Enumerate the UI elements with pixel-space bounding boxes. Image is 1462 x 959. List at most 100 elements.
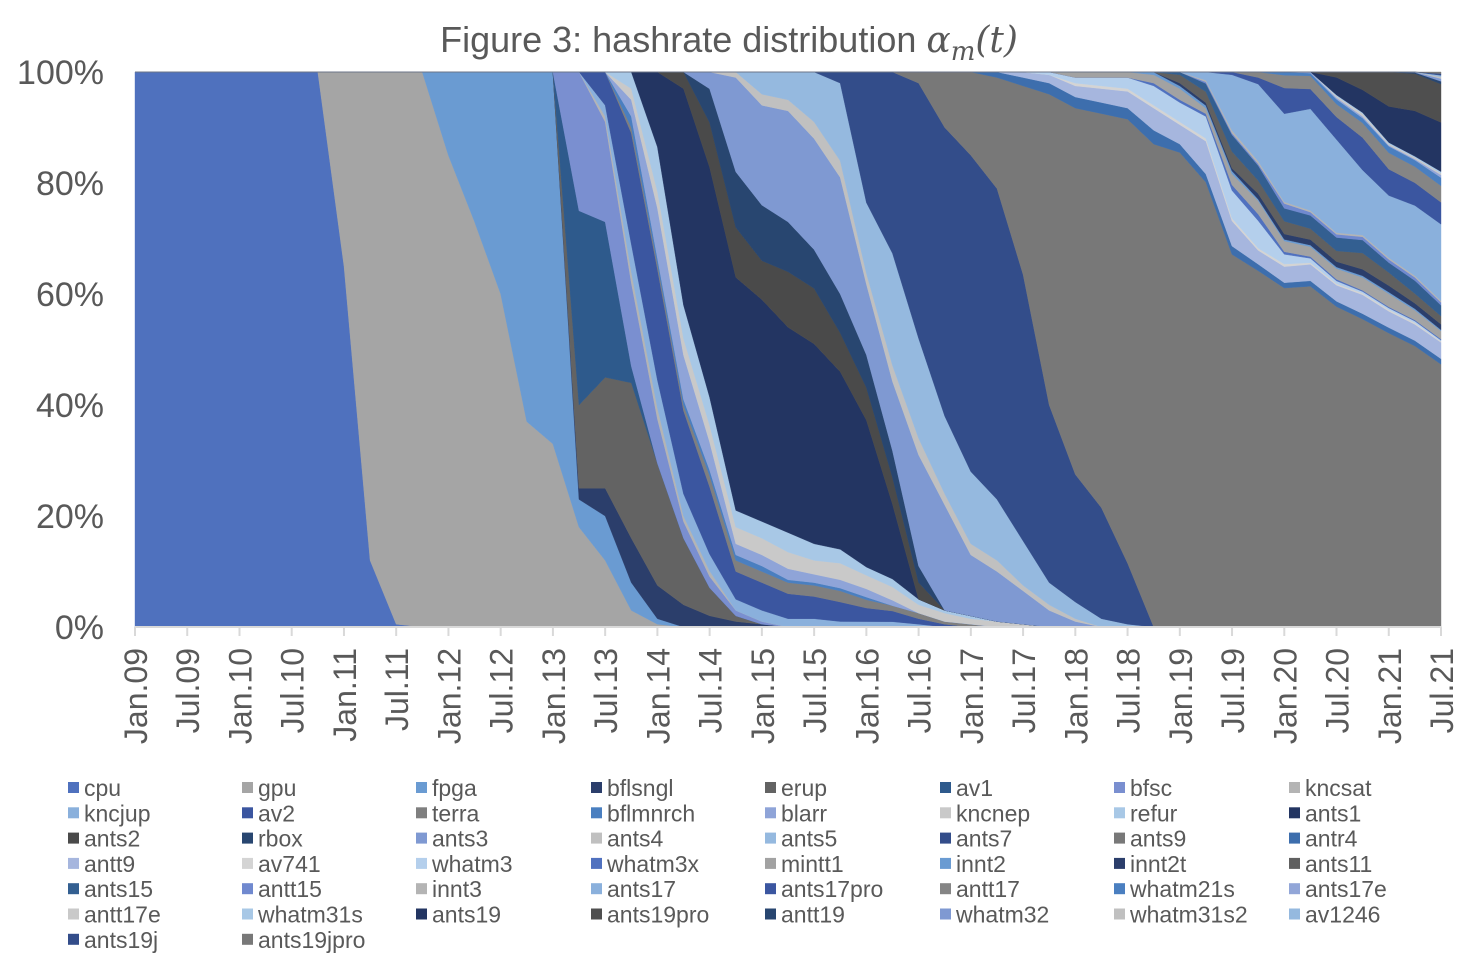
legend-swatch xyxy=(242,908,253,920)
legend-label: antt17 xyxy=(956,876,1020,902)
legend-item-innt3: innt3 xyxy=(416,876,482,902)
x-tick-label: Jul.12 xyxy=(484,648,520,733)
legend-item-bflsngl: bflsngl xyxy=(591,775,673,801)
chart-title-argument: (t) xyxy=(975,20,1018,61)
legend-item-antt17: antt17 xyxy=(940,876,1020,902)
legend-swatch xyxy=(591,782,602,793)
legend-item-antr4: antr4 xyxy=(1289,826,1358,852)
legend-label: kncsat xyxy=(1305,775,1372,801)
x-tick-label: Jan.16 xyxy=(849,648,885,744)
legend-label: ants11 xyxy=(1305,851,1372,877)
legend-item-ants19j: ants19j xyxy=(68,927,158,953)
chart-title-symbol: α xyxy=(926,20,950,61)
legend-label: antr4 xyxy=(1305,826,1358,852)
legend-item-antt15: antt15 xyxy=(242,876,322,902)
legend-swatch xyxy=(591,832,602,844)
legend-item-ants9: ants9 xyxy=(1114,826,1186,852)
x-tick-label: Jul.18 xyxy=(1111,648,1147,733)
legend-swatch xyxy=(68,807,79,819)
legend-label: antt15 xyxy=(258,876,322,902)
x-tick-label: Jul.19 xyxy=(1215,648,1251,733)
y-tick-label: 60% xyxy=(36,276,104,314)
legend-swatch xyxy=(1114,832,1125,844)
legend-label: mintt1 xyxy=(781,851,844,877)
legend-item-bflmnrch: bflmnrch xyxy=(591,800,695,826)
legend-label: antt19 xyxy=(781,902,845,928)
legend-item-whatm21s: whatm21s xyxy=(1114,876,1235,902)
x-tick-label: Jan.19 xyxy=(1163,648,1199,744)
x-tick-label: Jul.17 xyxy=(1006,648,1042,733)
legend-item-innt2t: innt2t xyxy=(1114,851,1187,877)
legend-label: ants5 xyxy=(781,826,837,852)
legend-swatch xyxy=(765,908,776,920)
legend-item-refur: refur xyxy=(1114,800,1178,826)
y-tick-label: 20% xyxy=(36,498,104,536)
x-tick-label: Jan.10 xyxy=(222,648,258,744)
legend-swatch xyxy=(765,883,776,895)
legend-swatch xyxy=(68,832,79,844)
legend-swatch xyxy=(591,857,602,869)
legend-item-ants15: ants15 xyxy=(68,876,153,902)
legend-swatch xyxy=(940,857,951,869)
legend-swatch xyxy=(940,782,951,793)
x-tick-label: Jul.11 xyxy=(379,648,415,731)
legend-item-ants17: ants17 xyxy=(591,876,676,902)
legend-item-ants7: ants7 xyxy=(940,826,1012,852)
legend-label: innt2 xyxy=(956,851,1006,877)
chart-title: Figure 3: hashrate distribution αm(t) xyxy=(440,19,1018,67)
legend-item-erup: erup xyxy=(765,775,827,801)
legend-swatch xyxy=(416,908,427,920)
x-tick-label: Jan.20 xyxy=(1267,648,1303,744)
x-tick-label: Jul.14 xyxy=(693,648,729,733)
legend-swatch xyxy=(765,832,776,844)
x-tick-label: Jan.09 xyxy=(118,648,154,744)
legend-label: bflsngl xyxy=(607,775,673,801)
legend-item-av1246: av1246 xyxy=(1289,902,1380,928)
legend-label: gpu xyxy=(258,775,296,801)
y-axis: 0% 20% 40% 60% 80% 100% xyxy=(17,54,104,647)
x-tick-label: Jan.15 xyxy=(745,648,781,744)
legend-item-whatm3: whatm3 xyxy=(416,851,513,877)
legend-label: kncjup xyxy=(84,800,150,826)
legend-label: whatm3 xyxy=(431,851,513,877)
y-tick-label: 40% xyxy=(36,387,104,425)
legend-label: whatm32 xyxy=(955,902,1049,928)
x-tick-label: Jul.09 xyxy=(170,648,206,733)
legend-swatch xyxy=(1114,857,1125,869)
legend-label: ants3 xyxy=(432,826,488,852)
y-tick-label: 80% xyxy=(36,165,104,203)
legend-label: antt9 xyxy=(84,851,135,877)
legend-label: innt2t xyxy=(1130,851,1187,877)
legend-label: antt17e xyxy=(84,902,161,928)
legend-swatch xyxy=(416,857,427,869)
legend-swatch xyxy=(242,857,253,869)
legend-label: bflmnrch xyxy=(607,800,695,826)
chart-title-text: Figure 3: hashrate distribution xyxy=(440,19,916,60)
x-tick-label: Jul.21 xyxy=(1424,648,1460,733)
legend-swatch xyxy=(68,883,79,895)
x-tick-label: Jan.13 xyxy=(536,648,572,744)
legend-label: ants17pro xyxy=(781,876,883,902)
legend-swatch xyxy=(1289,857,1300,869)
x-tick-label: Jul.10 xyxy=(275,648,311,733)
legend-item-whatm3x: whatm3x xyxy=(591,851,700,877)
legend-label: whatm31s xyxy=(257,902,363,928)
legend-label: blarr xyxy=(781,800,827,826)
legend-label: cpu xyxy=(84,775,121,801)
legend-item-antt19: antt19 xyxy=(765,902,845,928)
legend-item-whatm31s2: whatm31s2 xyxy=(1114,902,1248,928)
legend-item-kncjup: kncjup xyxy=(68,800,150,826)
legend-label: terra xyxy=(432,800,480,826)
legend-label: refur xyxy=(1130,800,1178,826)
legend-swatch xyxy=(1289,883,1300,895)
legend-swatch xyxy=(242,883,253,895)
legend-swatch xyxy=(1114,782,1125,793)
legend-item-ants19jpro: ants19jpro xyxy=(242,927,365,953)
legend-item-ants19pro: ants19pro xyxy=(591,902,709,928)
legend-swatch xyxy=(765,857,776,869)
legend-swatch xyxy=(1114,908,1125,920)
legend-swatch xyxy=(591,807,602,819)
legend-item-rbox: rbox xyxy=(242,826,303,852)
area-ants19jpro xyxy=(135,71,1442,74)
legend-swatch xyxy=(591,908,602,920)
